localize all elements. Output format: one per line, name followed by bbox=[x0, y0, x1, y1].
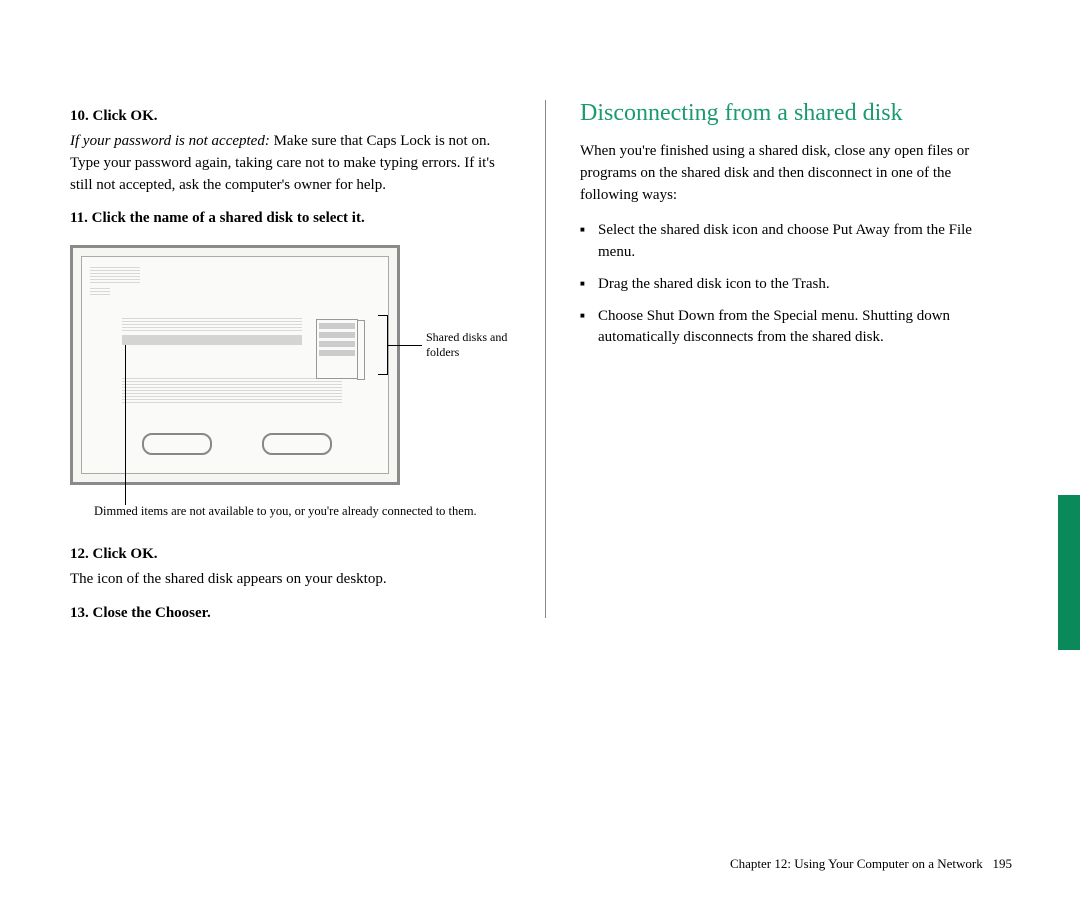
dialog-cancel-button-figure bbox=[142, 433, 212, 455]
disconnect-intro: When you're finished using a shared disk… bbox=[580, 141, 1010, 206]
left-column: 10. Click OK. If your password is not ac… bbox=[70, 100, 520, 628]
column-divider bbox=[545, 100, 546, 618]
bullet-item: Select the shared disk icon and choose P… bbox=[580, 220, 1010, 264]
callout-line bbox=[388, 345, 422, 346]
chapter-label: Chapter 12: Using Your Computer on a Net… bbox=[730, 856, 983, 871]
step13-head: 13. Close the Chooser. bbox=[70, 605, 520, 622]
dialog-figure bbox=[70, 245, 400, 485]
step10-italic-lead: If your password is not accepted: bbox=[70, 133, 270, 149]
page-number: 195 bbox=[993, 856, 1013, 871]
bullet-item: Choose Shut Down from the Special menu. … bbox=[580, 306, 1010, 350]
bullet-item: Drag the shared disk icon to the Trash. bbox=[580, 274, 1010, 296]
step12-body: The icon of the shared disk appears on y… bbox=[70, 569, 520, 591]
step11-head: 11. Click the name of a shared disk to s… bbox=[70, 210, 520, 227]
disconnect-bullet-list: Select the shared disk icon and choose P… bbox=[580, 220, 1010, 349]
step12-head: 12. Click OK. bbox=[70, 546, 520, 563]
caption-line bbox=[125, 345, 126, 505]
dialog-figure-inner bbox=[81, 256, 389, 474]
dialog-ok-button-figure bbox=[262, 433, 332, 455]
right-column: Disconnecting from a shared disk When yo… bbox=[560, 100, 1010, 628]
callout-bracket bbox=[378, 315, 388, 375]
thumb-tab bbox=[1058, 495, 1080, 650]
figure-caption: Dimmed items are not available to you, o… bbox=[94, 503, 520, 520]
callout-label-shared-disks: Shared disks and folders bbox=[426, 330, 516, 360]
step10-body: If your password is not accepted: Make s… bbox=[70, 131, 520, 196]
figure-wrap: Shared disks and folders bbox=[70, 245, 520, 485]
shared-disk-listbox bbox=[316, 319, 358, 379]
page-footer: Chapter 12: Using Your Computer on a Net… bbox=[730, 856, 1012, 872]
step10-head: 10. Click OK. bbox=[70, 108, 520, 125]
section-heading-disconnecting: Disconnecting from a shared disk bbox=[580, 100, 1010, 127]
